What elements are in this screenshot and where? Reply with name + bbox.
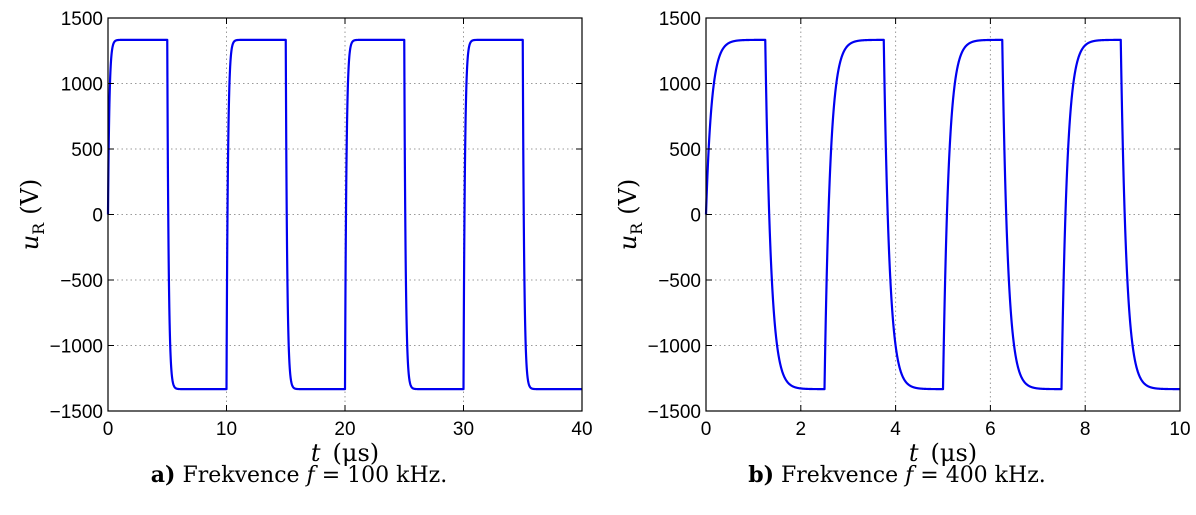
chart-b-ytick-label-3: 0 <box>690 206 701 227</box>
chart-panel-b: 0 2 4 6 8 10 1500 1000 500 0 −500 −1000 −1500 t (μs) u… <box>598 0 1196 515</box>
chart-a-yaxis-label: uR (V) <box>16 179 48 251</box>
chart-a-series-line <box>106 38 583 391</box>
chart-a-svg: 0 10 20 30 40 1500 1000 500 0 −500 −1000 −1500 t (μs… <box>16 9 593 467</box>
caption-a-symbol: f <box>306 463 315 488</box>
chart-b-ytick-label-1: 1000 <box>659 75 701 96</box>
caption-b: b) Frekvence f = 400 kHz. <box>598 462 1196 488</box>
caption-a: a) Frekvence f = 100 kHz. <box>0 462 598 488</box>
chart-b-ytick-label-0: 1500 <box>659 9 701 30</box>
caption-a-label: a) <box>150 462 176 488</box>
caption-a-value: = 100 kHz. <box>321 463 448 488</box>
chart-a-xaxis-label: t (μs) <box>311 439 379 467</box>
chart-b-xtick-label-2: 4 <box>890 419 901 440</box>
chart-b-yaxis-var: u <box>614 235 642 250</box>
caption-b-symbol: f <box>905 463 914 488</box>
chart-b-xaxis-var: t <box>909 439 931 467</box>
chart-b-yaxis-label: uR (V) <box>614 179 646 251</box>
chart-a-ytick-label-5: −1000 <box>50 337 103 358</box>
chart-b-ytick-label-4: −500 <box>658 271 701 292</box>
chart-panel-a: 0 10 20 30 40 1500 1000 500 0 −500 −1000 −1500 t (μs… <box>0 9 598 488</box>
chart-a-xaxis-var: t <box>311 439 333 467</box>
chart-a-ytick-label-3: 0 <box>92 206 103 227</box>
chart-b-xtick-label-5: 10 <box>1169 419 1190 440</box>
chart-b-ytick-label-5: −1000 <box>648 337 701 358</box>
chart-b-ytick-label-2: 500 <box>669 140 701 161</box>
chart-b-xtick-label-3: 6 <box>985 419 996 440</box>
chart-b-series-line <box>704 38 1181 391</box>
caption-b-text: Frekvence <box>781 463 899 488</box>
caption-b-value: = 400 kHz. <box>920 463 1046 488</box>
chart-a-ytick-label-6: −1500 <box>50 402 103 423</box>
chart-b-xtick-label-0: 0 <box>701 419 712 440</box>
chart-a-ytick-label-2: 500 <box>71 140 103 161</box>
chart-a-ytick-label-0: 1500 <box>61 9 103 30</box>
chart-a-xaxis-unit: (μs) <box>333 439 380 467</box>
chart-a-xtick-label-2: 20 <box>334 419 355 440</box>
chart-a-yaxis-var: u <box>16 235 44 250</box>
chart-b-ytick-label-6: −1500 <box>648 402 701 423</box>
caption-a-text: Frekvence <box>182 463 300 488</box>
chart-b-yaxis-sub: R <box>627 222 646 235</box>
chart-b-xaxis-label: t (μs) <box>909 439 977 467</box>
chart-b-xaxis-unit: (μs) <box>931 439 978 467</box>
chart-a-xtick-label-4: 40 <box>571 419 592 440</box>
chart-a-yaxis-sub: R <box>29 222 48 235</box>
chart-a-ytick-label-1: 1000 <box>61 75 103 96</box>
chart-a-xtick-label-0: 0 <box>103 419 114 440</box>
chart-b-xtick-label-1: 2 <box>796 419 807 440</box>
chart-a-ytick-label-4: −500 <box>60 271 103 292</box>
chart-b-yaxis-unit: (V) <box>614 179 642 215</box>
chart-b-svg: 0 2 4 6 8 10 1500 1000 500 0 −500 −1000 −1500 t (μs) u… <box>614 9 1191 467</box>
chart-a-xtick-label-3: 30 <box>453 419 474 440</box>
chart-a-yaxis-unit: (V) <box>16 179 44 215</box>
caption-b-label: b) <box>748 462 775 488</box>
chart-b-xtick-label-4: 8 <box>1080 419 1091 440</box>
chart-a-xtick-label-1: 10 <box>216 419 237 440</box>
